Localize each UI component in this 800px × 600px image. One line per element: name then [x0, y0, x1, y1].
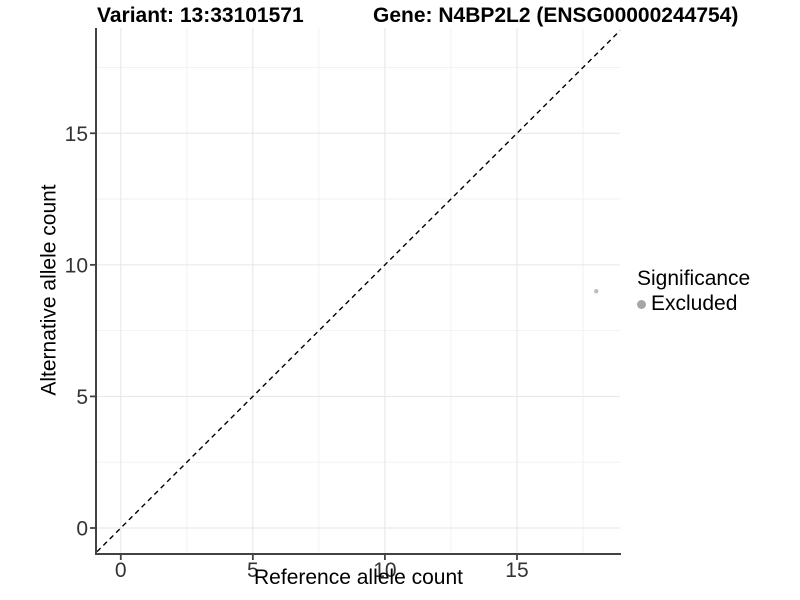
- legend-items: Excluded: [637, 292, 750, 316]
- data-point: [594, 288, 599, 294]
- legend-item-label: Excluded: [651, 292, 738, 315]
- y-tick-label: 5: [76, 386, 88, 409]
- y-tick-label: 0: [76, 518, 88, 541]
- x-axis-title: Reference allele count: [254, 566, 463, 589]
- x-tick-label: 5: [247, 559, 259, 582]
- x-tick-label: 10: [373, 559, 396, 582]
- x-tick-label: 0: [115, 559, 127, 582]
- legend-key-dot: [637, 299, 646, 309]
- plot-title-gene: Gene: N4BP2L2 (ENSG00000244754): [373, 4, 739, 27]
- legend-title: Significance: [637, 267, 751, 290]
- plot-title-variant: Variant: 13:33101571: [97, 4, 304, 27]
- y-tick-label: 10: [65, 254, 88, 277]
- legend: Significance Excluded: [637, 267, 750, 316]
- y-tick-label: 15: [65, 123, 88, 146]
- x-tick-label: 15: [505, 559, 528, 582]
- identity-line: [96, 30, 621, 553]
- legend-item: Excluded: [637, 292, 750, 316]
- y-axis-title: Alternative allele count: [37, 184, 61, 396]
